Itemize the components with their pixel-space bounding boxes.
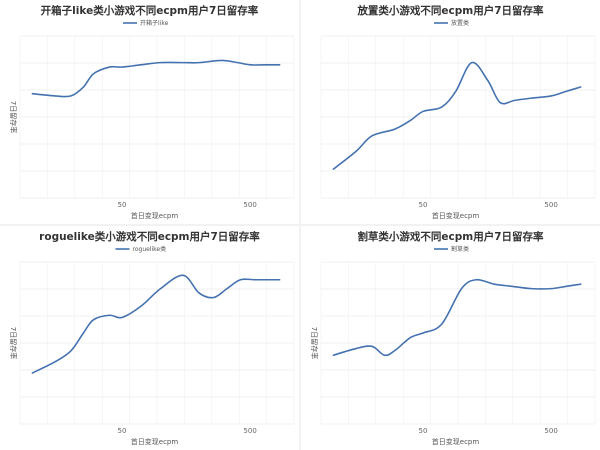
chart-panel-1: 开箱子like类小游戏不同ecpm用户7日留存率开箱子like 50 500 首日变现… <box>0 0 299 224</box>
chart-panel-2: 放置类小游戏不同ecpm用户7日留存率放置类 50 500 首日变现ecpm <box>301 0 600 224</box>
x-tick-label: 50 <box>419 427 428 435</box>
chart-title: roguelike类小游戏不同ecpm用户7日留存率 <box>39 230 260 243</box>
x-tick-label: 500 <box>243 201 256 209</box>
x-axis-label: 首日变现ecpm <box>131 211 179 220</box>
x-tick-label: 50 <box>118 201 127 209</box>
legend[interactable]: roguelike类 <box>115 245 167 253</box>
x-axis-label: 首日变现ecpm <box>432 211 480 220</box>
y-axis-label: 7日留存率 <box>9 327 18 359</box>
series-line-1[interactable] <box>332 278 582 357</box>
x-tick-label: 500 <box>544 427 557 435</box>
gridlines <box>19 35 295 199</box>
gridlines <box>320 261 596 425</box>
gridlines <box>19 261 295 425</box>
chart-panel-4: 割草类小游戏不同ecpm用户7日留存率割草类 50 500 首日变现ecpm 7日留存率 <box>301 226 600 450</box>
x-tick-label: 50 <box>118 427 127 435</box>
series-line-1[interactable] <box>332 61 582 170</box>
x-tick-label: 50 <box>419 201 428 209</box>
chart-title: 放置类小游戏不同ecpm用户7日留存率 <box>356 4 544 17</box>
series-line-1[interactable] <box>31 59 281 98</box>
chart-svg-3: roguelike类小游戏不同ecpm用户7日留存率 roguelike类 50 50… <box>9 230 295 446</box>
legend[interactable]: 放置类 <box>434 19 469 27</box>
series-line-1[interactable] <box>31 274 281 374</box>
gridlines <box>320 35 596 199</box>
chart-panel-3: roguelike类小游戏不同ecpm用户7日留存率 roguelike类 50 50… <box>0 226 299 450</box>
legend[interactable]: 开箱子like <box>123 19 169 27</box>
x-tick-label: 500 <box>544 201 557 209</box>
y-axis-label: 7日留存率 <box>310 327 319 359</box>
y-axis-label: 7日留存率 <box>9 101 18 133</box>
chart-title: 开箱子like类小游戏不同ecpm用户7日留存率 <box>41 4 259 17</box>
chart-title: 割草类小游戏不同ecpm用户7日留存率 <box>357 230 544 243</box>
legend[interactable]: 割草类 <box>434 245 469 253</box>
legend-label: 放置类 <box>451 19 469 27</box>
x-tick-label: 500 <box>243 427 256 435</box>
legend-label: roguelike类 <box>133 245 167 253</box>
legend-label: 割草类 <box>451 245 469 253</box>
legend-label: 开箱子like <box>140 19 169 27</box>
x-axis-label: 首日变现ecpm <box>432 437 480 446</box>
x-axis-label: 首日变现ecpm <box>131 437 179 446</box>
